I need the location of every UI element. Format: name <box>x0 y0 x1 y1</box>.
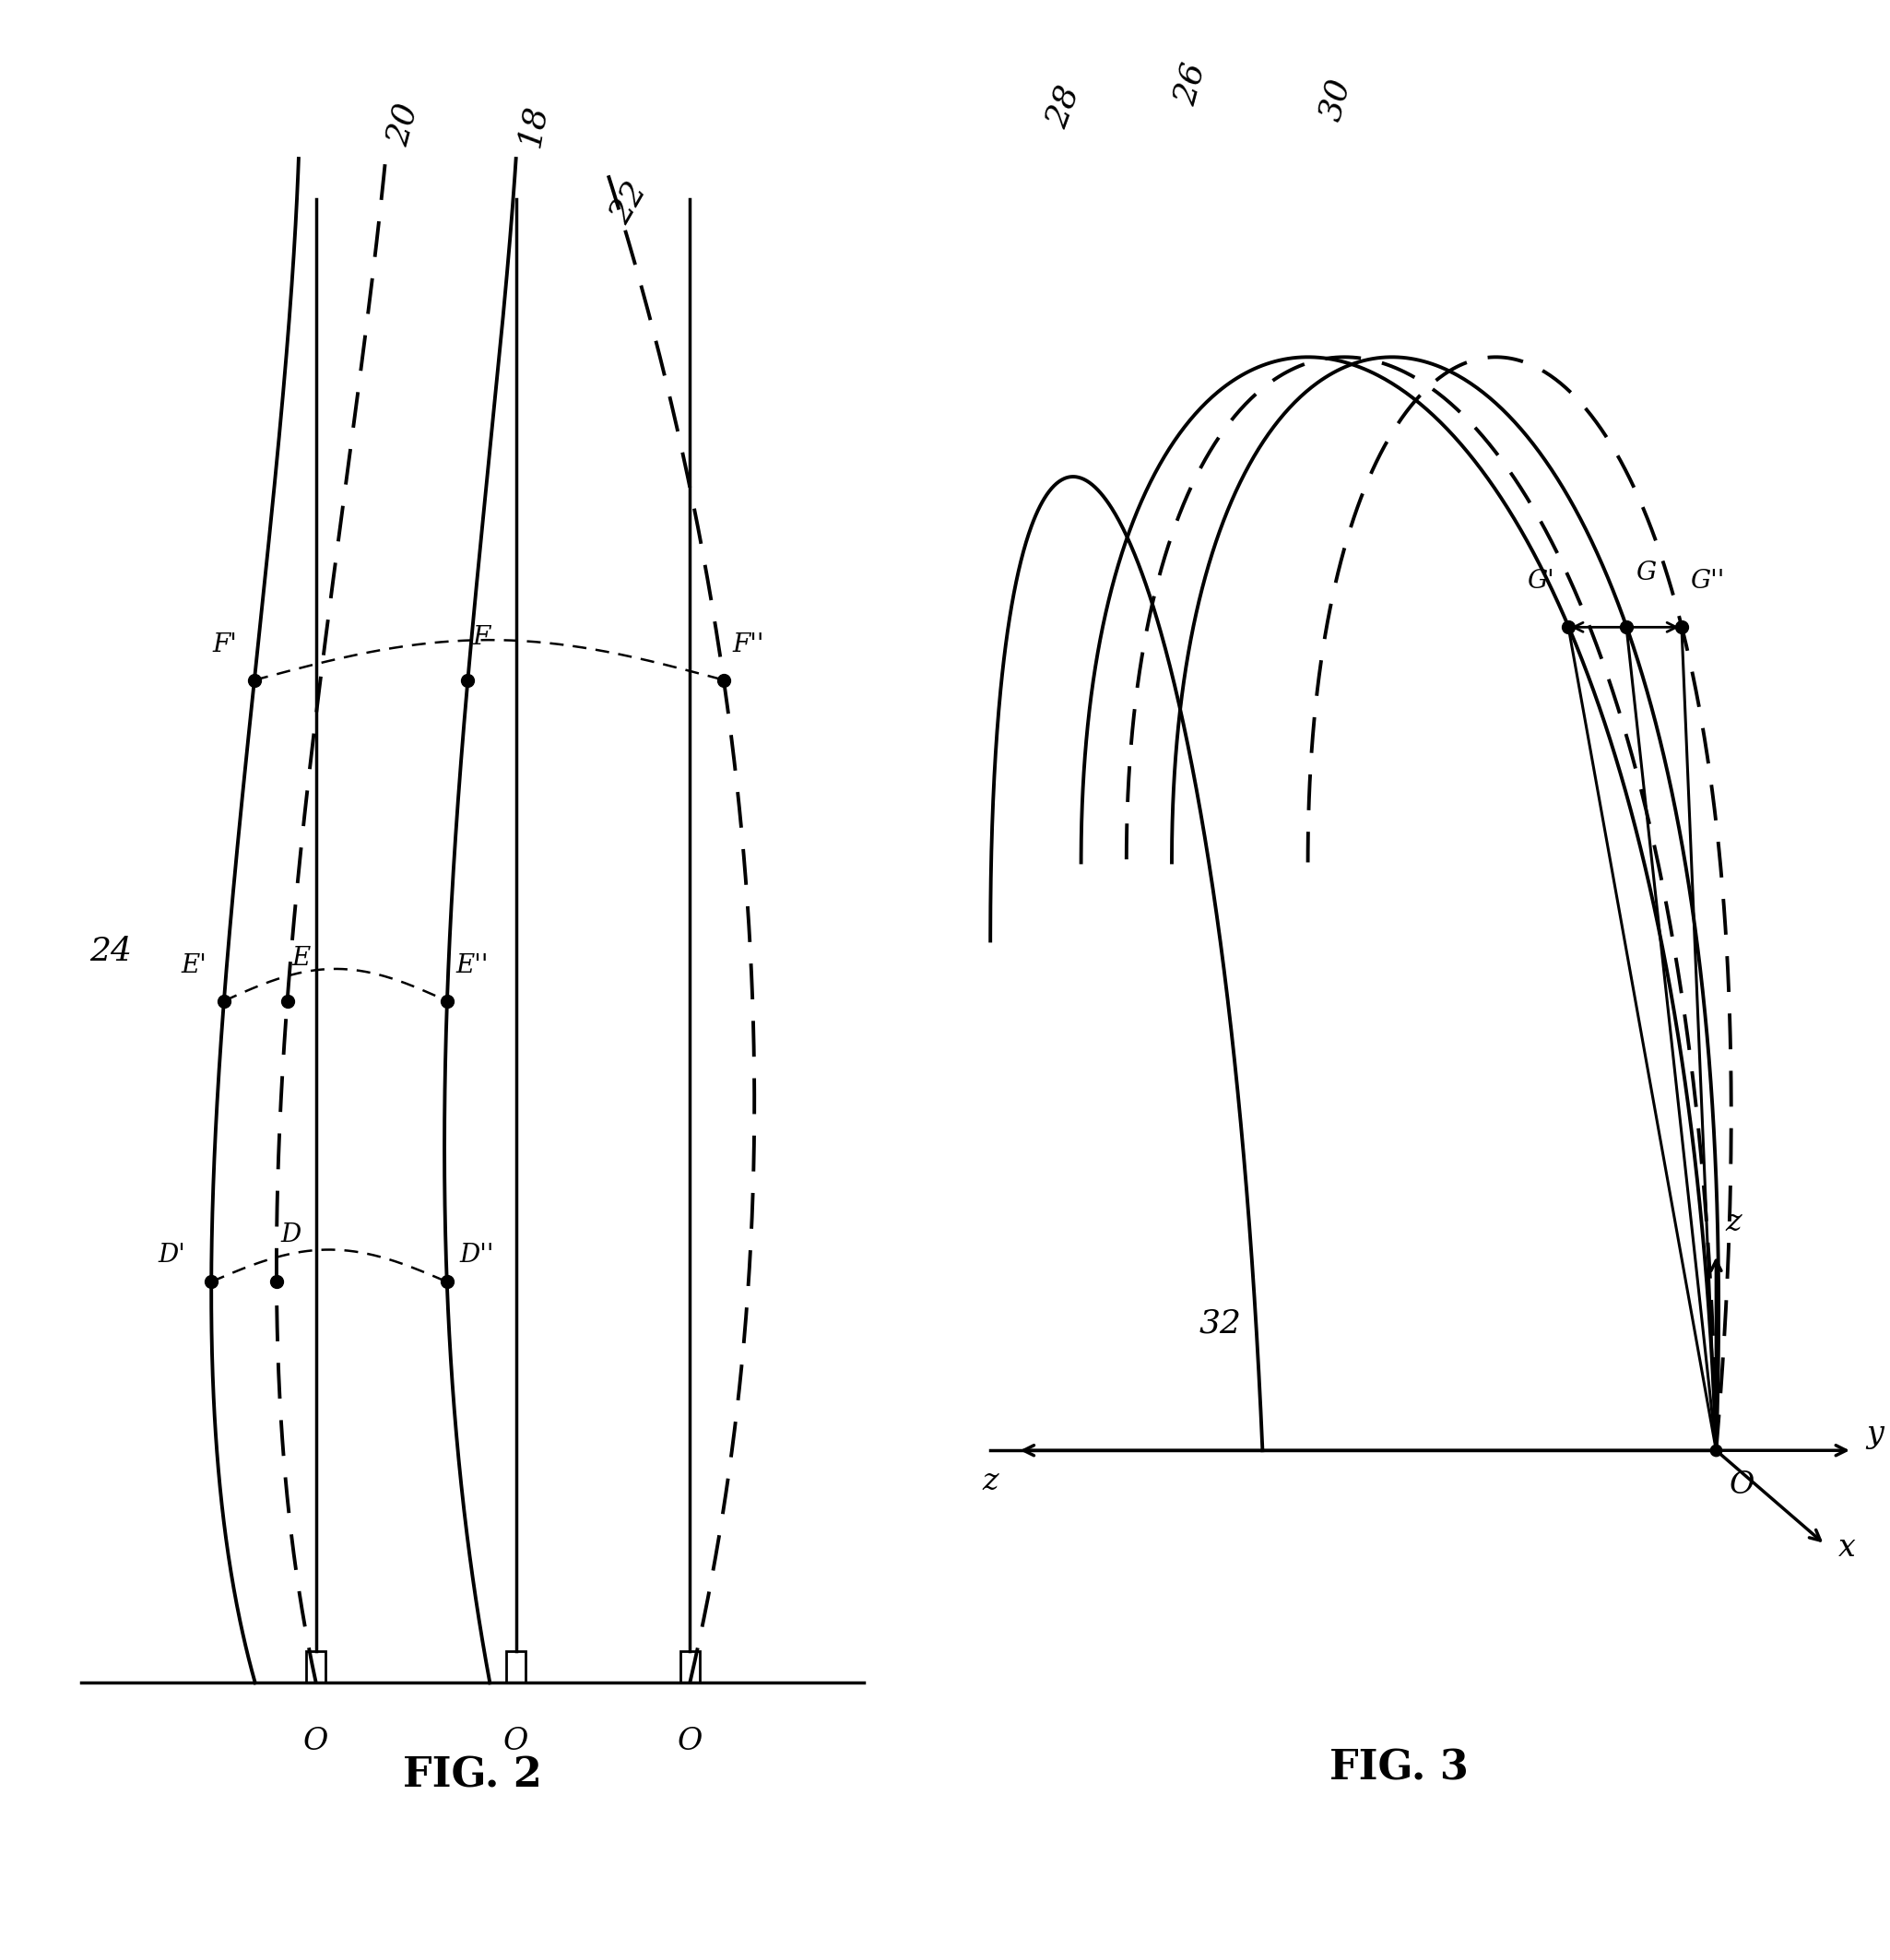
Text: FIG. 3: FIG. 3 <box>1329 1748 1469 1788</box>
Text: 30: 30 <box>1314 74 1355 123</box>
Bar <box>507 1650 525 1684</box>
Text: 20: 20 <box>382 100 423 149</box>
Bar <box>680 1650 699 1684</box>
Point <box>261 1266 291 1298</box>
Text: 22: 22 <box>605 176 654 229</box>
Text: O: O <box>677 1727 703 1756</box>
Text: O: O <box>503 1727 529 1756</box>
Text: E: E <box>291 945 310 970</box>
Text: D: D <box>282 1223 301 1247</box>
Text: D': D' <box>157 1243 185 1268</box>
Text: 28: 28 <box>1041 80 1085 131</box>
Text: z: z <box>1726 1207 1741 1237</box>
Text: 18: 18 <box>514 102 552 149</box>
Text: E': E' <box>181 953 206 978</box>
Point <box>197 1266 227 1298</box>
Text: G: G <box>1635 561 1656 586</box>
Bar <box>306 1650 325 1684</box>
Text: F: F <box>472 625 490 649</box>
Text: 24: 24 <box>91 937 132 968</box>
Text: F': F' <box>212 633 236 657</box>
Point <box>208 986 238 1017</box>
Point <box>272 986 302 1017</box>
Text: 26: 26 <box>1170 59 1211 108</box>
Text: O: O <box>1729 1470 1756 1499</box>
Point <box>431 1266 461 1298</box>
Text: FIG. 2: FIG. 2 <box>403 1756 542 1795</box>
Text: G'': G'' <box>1692 568 1726 594</box>
Point <box>709 664 739 696</box>
Text: E'': E'' <box>455 953 488 978</box>
Text: x: x <box>1839 1533 1856 1562</box>
Text: O: O <box>304 1727 329 1756</box>
Text: F'': F'' <box>733 633 764 657</box>
Point <box>1554 612 1584 643</box>
Text: z: z <box>983 1466 998 1495</box>
Text: D'': D'' <box>459 1243 495 1268</box>
Point <box>1701 1435 1731 1466</box>
Text: y: y <box>1865 1419 1882 1448</box>
Text: 32: 32 <box>1198 1307 1242 1339</box>
Point <box>452 664 482 696</box>
Point <box>1612 612 1642 643</box>
Text: G': G' <box>1527 568 1555 594</box>
Point <box>1667 612 1697 643</box>
Point <box>433 986 463 1017</box>
Point <box>240 664 270 696</box>
